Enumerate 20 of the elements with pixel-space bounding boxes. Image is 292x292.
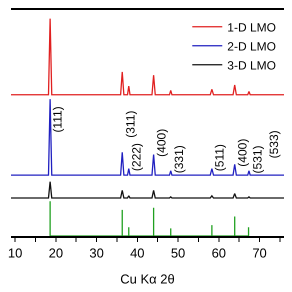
annotation: (400) xyxy=(154,128,168,157)
annotation: (400) xyxy=(236,138,250,167)
x-tick-label: 20 xyxy=(48,245,64,260)
annotation: (222) xyxy=(129,143,144,172)
annotation: (311) xyxy=(124,110,138,138)
x-tick-label: 40 xyxy=(130,245,145,260)
annotation: (511) xyxy=(212,144,227,172)
x-tick-label: 50 xyxy=(170,245,186,260)
x-tick-label: 30 xyxy=(89,245,104,260)
legend-label: 2-D LMO xyxy=(227,39,276,54)
annotation: (331) xyxy=(172,145,186,174)
x-tick-label: 70 xyxy=(252,245,267,260)
annotation: (533) xyxy=(266,130,281,158)
legend-label: 3-D LMO xyxy=(227,58,276,72)
x-tick-label: 60 xyxy=(212,245,226,260)
x-axis-title: Cu Kα 2θ xyxy=(120,271,175,286)
legend-label: 1-D LMO xyxy=(227,20,276,34)
annotation: (531) xyxy=(250,145,264,174)
annotation: (111) xyxy=(50,106,65,133)
x-tick-label: 10 xyxy=(8,245,22,260)
